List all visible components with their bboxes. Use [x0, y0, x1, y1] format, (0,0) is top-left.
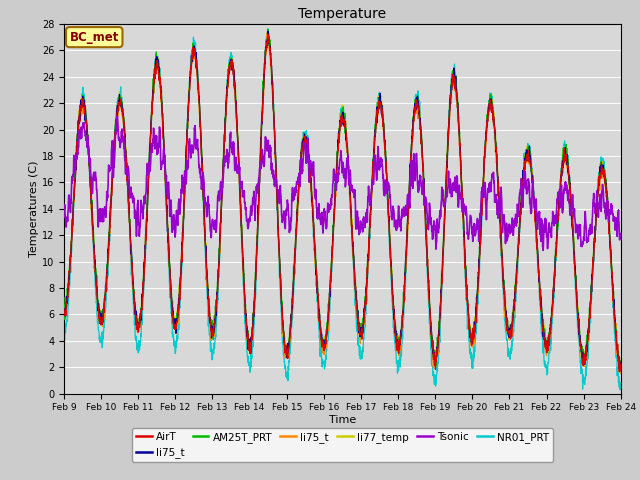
Y-axis label: Temperatures (C): Temperatures (C)	[29, 160, 39, 257]
Text: BC_met: BC_met	[70, 31, 119, 44]
Title: Temperature: Temperature	[298, 8, 387, 22]
Legend: AirT, li75_t, AM25T_PRT, li75_t, li77_temp, Tsonic, NR01_PRT: AirT, li75_t, AM25T_PRT, li75_t, li77_te…	[132, 428, 553, 462]
X-axis label: Time: Time	[329, 415, 356, 425]
